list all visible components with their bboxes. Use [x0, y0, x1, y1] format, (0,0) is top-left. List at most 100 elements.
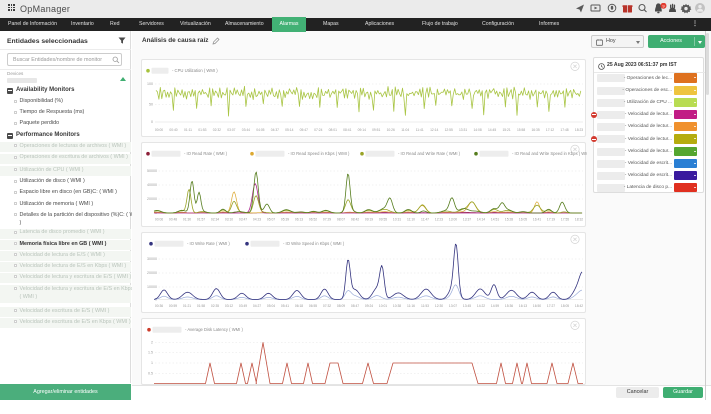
svg-text:1: 1 [151, 361, 153, 365]
svg-text:06:52: 06:52 [309, 218, 317, 222]
svg-text:11:10: 11:10 [407, 218, 415, 222]
svg-text:07:32: 07:32 [323, 304, 331, 308]
svg-text:12:30: 12:30 [435, 304, 443, 308]
svg-text:16:05: 16:05 [519, 218, 527, 222]
svg-text:08:01: 08:01 [329, 128, 337, 132]
svg-text:18:23: 18:23 [575, 128, 583, 132]
svg-text:- Average Disk Latency ( WMI ): - Average Disk Latency ( WMI ) [185, 327, 243, 332]
svg-text:02:32: 02:32 [213, 128, 221, 132]
svg-text:05:04: 05:04 [267, 304, 275, 308]
svg-text:08:07: 08:07 [337, 218, 345, 222]
svg-text:09:19: 09:19 [365, 218, 373, 222]
svg-text:05:39: 05:39 [281, 218, 289, 222]
svg-text:03:07: 03:07 [227, 128, 235, 132]
svg-text:03:47: 03:47 [239, 218, 247, 222]
svg-text:16:41: 16:41 [533, 218, 541, 222]
svg-text:14:22: 14:22 [477, 304, 485, 308]
svg-text:04:27: 04:27 [253, 304, 261, 308]
svg-text:03:10: 03:10 [225, 218, 233, 222]
svg-text:17:19: 17:19 [547, 218, 555, 222]
svg-text:17:55: 17:55 [561, 218, 569, 222]
svg-text:00:00: 00:00 [155, 128, 163, 132]
svg-text:09:55: 09:55 [379, 218, 387, 222]
svg-text:07:24: 07:24 [314, 128, 322, 132]
svg-text:- IO Write Speed in Kbps ( WMI: - IO Write Speed in Kbps ( WMI ) [283, 241, 345, 246]
svg-text:09:24: 09:24 [365, 304, 373, 308]
svg-text:15:28: 15:28 [505, 218, 513, 222]
svg-text:06:18: 06:18 [295, 304, 303, 308]
svg-text:2: 2 [151, 341, 153, 345]
svg-text:13:37: 13:37 [463, 218, 471, 222]
svg-text:08:47: 08:47 [351, 304, 359, 308]
svg-text:05:07: 05:07 [267, 218, 275, 222]
svg-text:0.5: 0.5 [148, 372, 153, 376]
svg-text:13:31: 13:31 [459, 128, 467, 132]
svg-text:11:53: 11:53 [421, 304, 429, 308]
svg-text:13:00: 13:00 [449, 218, 457, 222]
svg-text:02:35: 02:35 [211, 304, 219, 308]
svg-text:100: 100 [147, 82, 153, 86]
svg-text:40000: 40000 [147, 183, 157, 187]
svg-text:16:50: 16:50 [533, 304, 541, 308]
svg-text:12:14: 12:14 [430, 128, 438, 132]
svg-text:15:36: 15:36 [505, 304, 513, 308]
svg-text:50000: 50000 [147, 169, 157, 173]
svg-text:30000: 30000 [147, 257, 157, 261]
svg-text:18:42: 18:42 [575, 304, 583, 308]
svg-text:11:04: 11:04 [401, 128, 409, 132]
svg-text:14:45: 14:45 [488, 128, 496, 132]
svg-text:50: 50 [149, 103, 153, 107]
svg-text:- IO Read and Write Rate ( WMI: - IO Read and Write Rate ( WMI ) [398, 151, 461, 156]
svg-text:05:14: 05:14 [285, 128, 293, 132]
svg-text:15:58: 15:58 [517, 128, 525, 132]
svg-text:05:47: 05:47 [300, 128, 308, 132]
svg-text:05:41: 05:41 [281, 304, 289, 308]
svg-text:18:05: 18:05 [561, 304, 569, 308]
svg-text:02:34: 02:34 [211, 218, 219, 222]
svg-text:18:32: 18:32 [575, 218, 583, 222]
svg-text:14:59: 14:59 [491, 304, 499, 308]
svg-text:03:44: 03:44 [242, 128, 250, 132]
svg-text:- IO Read Speed in Kbps ( WMI: - IO Read Speed in Kbps ( WMI ) [288, 151, 350, 156]
svg-text:10:31: 10:31 [393, 218, 401, 222]
svg-text:- CPU Utilization ( WMI ): - CPU Utilization ( WMI ) [172, 68, 218, 73]
svg-text:06:55: 06:55 [309, 304, 317, 308]
svg-text:04:23: 04:23 [253, 218, 261, 222]
svg-text:08:42: 08:42 [351, 218, 359, 222]
svg-text:10:01: 10:01 [379, 304, 387, 308]
svg-text:14:08: 14:08 [473, 128, 481, 132]
svg-text:11:16: 11:16 [407, 304, 415, 308]
svg-text:17:12: 17:12 [546, 128, 554, 132]
svg-text:13:07: 13:07 [449, 304, 457, 308]
svg-text:16:13: 16:13 [519, 304, 527, 308]
svg-text:00:40: 00:40 [169, 128, 177, 132]
svg-text:00:59: 00:59 [169, 304, 177, 308]
svg-text:- IO Read Rate ( WMI ): - IO Read Rate ( WMI ) [184, 151, 228, 156]
svg-text:01:21: 01:21 [183, 304, 191, 308]
svg-text:08:41: 08:41 [343, 128, 351, 132]
svg-text:01:11: 01:11 [184, 128, 192, 132]
svg-text:04:37: 04:37 [271, 128, 279, 132]
svg-text:04:05: 04:05 [256, 128, 264, 132]
svg-text:10:38: 10:38 [393, 304, 401, 308]
svg-text:15:21: 15:21 [502, 128, 510, 132]
svg-text:14:14: 14:14 [477, 218, 485, 222]
svg-text:06:13: 06:13 [295, 218, 303, 222]
svg-text:10000: 10000 [147, 285, 157, 289]
svg-text:03:49: 03:49 [239, 304, 247, 308]
svg-text:16:35: 16:35 [531, 128, 539, 132]
svg-text:12:23: 12:23 [435, 218, 443, 222]
svg-text:11:47: 11:47 [421, 218, 429, 222]
svg-text:10:26: 10:26 [387, 128, 395, 132]
svg-text:12:55: 12:55 [445, 128, 453, 132]
svg-text:0: 0 [155, 298, 157, 302]
svg-text:14:51: 14:51 [491, 218, 499, 222]
svg-text:00:36: 00:36 [155, 304, 163, 308]
svg-text:03:12: 03:12 [225, 304, 233, 308]
svg-text:01:30: 01:30 [183, 218, 191, 222]
svg-text:20000: 20000 [147, 197, 157, 201]
svg-text:07:29: 07:29 [323, 218, 331, 222]
svg-text:01:53: 01:53 [198, 128, 206, 132]
svg-text:- IO Write Rate ( WMI ): - IO Write Rate ( WMI ) [187, 241, 230, 246]
svg-text:17:27: 17:27 [547, 304, 555, 308]
